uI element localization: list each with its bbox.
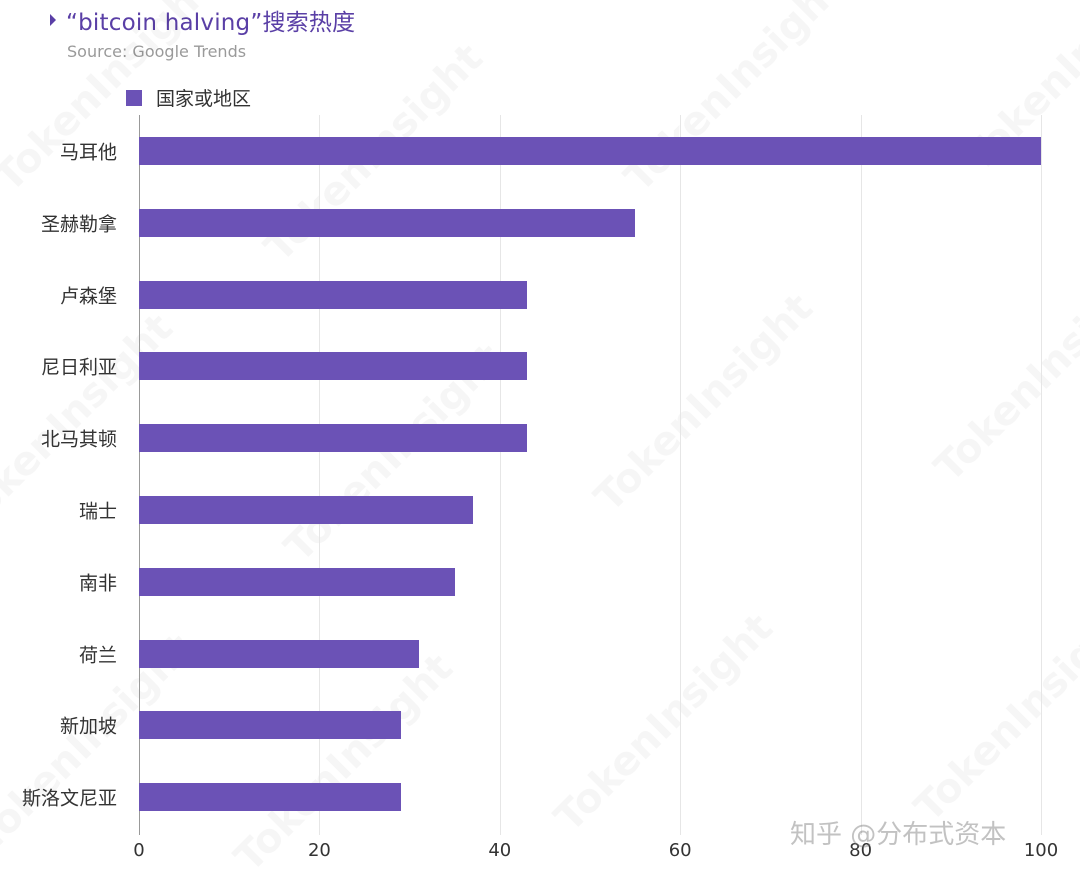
y-axis-line — [139, 115, 140, 835]
legend: 国家或地区 — [126, 84, 251, 111]
category-label: 荷兰 — [78, 644, 117, 667]
bar — [139, 639, 419, 668]
chart-title: “bitcoin halving”搜索热度 — [66, 10, 356, 36]
chart-title-row: “bitcoin halving”搜索热度 — [50, 4, 355, 36]
gridline — [680, 115, 682, 835]
bar — [139, 280, 527, 309]
bar — [139, 496, 473, 524]
credit-watermark: 知乎 @分布式资本 — [790, 820, 1007, 850]
category-label: 圣赫勒拿 — [40, 213, 117, 236]
category-label: 马耳他 — [59, 141, 117, 164]
category-label: 瑞士 — [78, 500, 117, 523]
bar — [139, 352, 527, 381]
category-label: 南非 — [78, 572, 117, 595]
bar — [139, 711, 401, 740]
category-label: 卢森堡 — [59, 285, 117, 308]
bar — [139, 567, 455, 596]
x-tick-label: 60 — [668, 840, 692, 861]
bar — [139, 137, 1041, 165]
gridline — [499, 115, 501, 835]
bar — [139, 208, 636, 237]
x-tick-label: 40 — [488, 840, 512, 861]
legend-swatch-icon — [126, 89, 142, 106]
x-tick-label: 20 — [307, 840, 331, 861]
x-tick-label: 100 — [1023, 840, 1059, 861]
category-label: 尼日利亚 — [40, 356, 117, 379]
gridline — [1041, 115, 1042, 835]
bar — [139, 424, 527, 453]
x-tick-label: 0 — [133, 840, 145, 861]
category-label: 斯洛文尼亚 — [21, 787, 117, 810]
bar — [139, 783, 401, 812]
chart-source: Source: Google Trends — [67, 42, 247, 61]
triangle-marker-icon — [50, 14, 56, 26]
category-label: 北马其顿 — [40, 428, 117, 451]
category-label: 新加坡 — [59, 715, 117, 738]
plot-area — [139, 115, 1042, 835]
legend-label: 国家或地区 — [156, 88, 252, 110]
gridline — [319, 115, 321, 835]
x-tick-label: 80 — [849, 840, 873, 861]
gridline — [860, 115, 862, 835]
